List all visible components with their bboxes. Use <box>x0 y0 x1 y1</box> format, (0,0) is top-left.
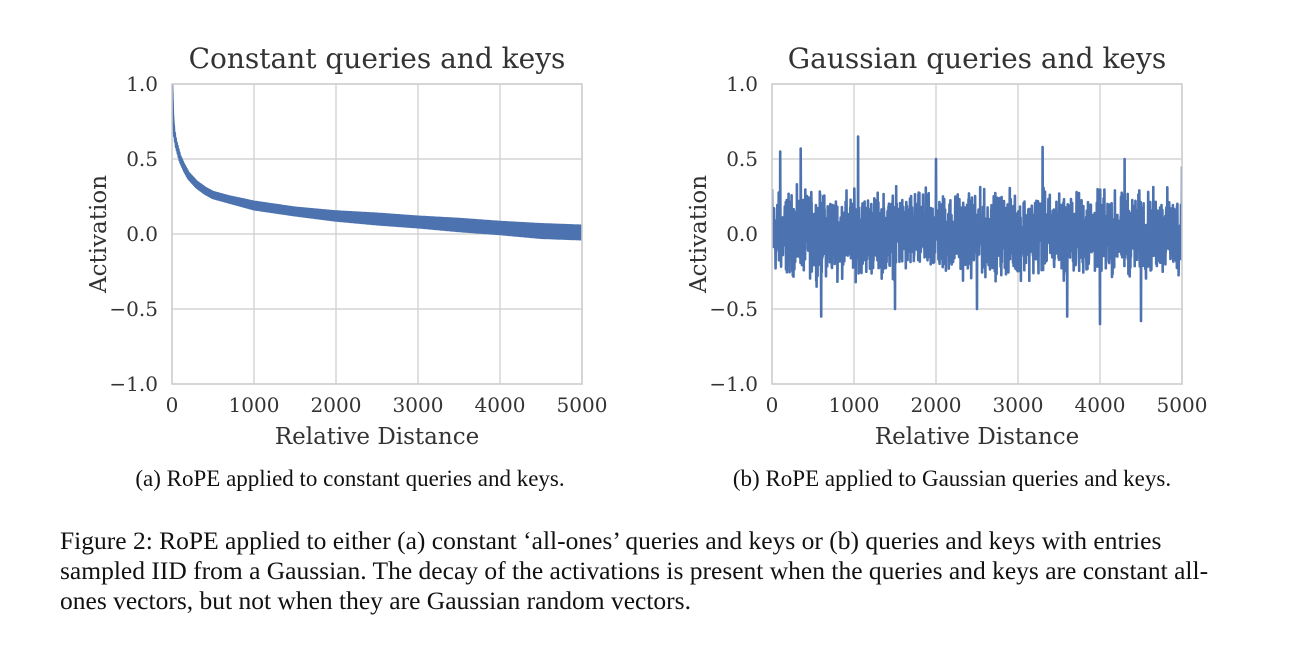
subcaption-a: (a) RoPE applied to constant queries and… <box>135 466 565 491</box>
subcaption-b: (b) RoPE applied to Gaussian queries and… <box>732 466 1172 491</box>
series-line <box>772 135 1182 326</box>
y-axis-label: Activation <box>686 175 712 294</box>
x-axis-label: Relative Distance <box>275 424 479 450</box>
y-tick-label: −0.5 <box>709 297 758 321</box>
x-tick-label: 1000 <box>229 393 280 417</box>
plot-frame <box>771 83 1183 385</box>
x-tick-label: 5000 <box>1157 393 1208 417</box>
y-axis-label: Activation <box>86 175 112 294</box>
constant-qk-chart: Constant queries and keys 0 1000 2000 3000 40… <box>80 30 620 450</box>
y-tick-label: 0.5 <box>126 147 158 171</box>
x-tick-label: 0 <box>166 393 179 417</box>
x-tick-label: 3000 <box>993 393 1044 417</box>
x-tick-label: 5000 <box>557 393 608 417</box>
gaussian-qk-chart: Gaussian queries and keys 0 1000 2000 3000 40… <box>680 30 1220 450</box>
constant-qk-chart-svg: Constant queries and keys 0 1000 2000 3000 40… <box>86 42 608 450</box>
x-axis-label: Relative Distance <box>875 424 1079 450</box>
x-tick-label: 2000 <box>911 393 962 417</box>
x-tick-label: 1000 <box>829 393 880 417</box>
y-tick-label: −0.5 <box>109 297 158 321</box>
y-tick-label: −1.0 <box>109 372 158 396</box>
x-tick-label: 2000 <box>311 393 362 417</box>
y-tick-label: −1.0 <box>709 372 758 396</box>
y-tick-label: 0.0 <box>726 222 758 246</box>
y-tick-label: 1.0 <box>126 72 158 96</box>
series-line <box>172 84 582 241</box>
x-tick-label: 0 <box>766 393 779 417</box>
chart-title: Constant queries and keys <box>189 42 566 75</box>
figure-caption: Figure 2: RoPE applied to either (a) con… <box>60 526 1209 615</box>
chart-title: Gaussian queries and keys <box>788 42 1166 75</box>
plot-frame <box>171 83 583 385</box>
x-tick-label: 4000 <box>475 393 526 417</box>
x-tick-label: 3000 <box>393 393 444 417</box>
gaussian-qk-chart-svg: Gaussian queries and keys 0 1000 2000 3000 40… <box>686 42 1208 450</box>
x-tick-label: 4000 <box>1075 393 1126 417</box>
y-tick-label: 0.0 <box>126 222 158 246</box>
y-tick-label: 1.0 <box>726 72 758 96</box>
y-tick-label: 0.5 <box>726 147 758 171</box>
